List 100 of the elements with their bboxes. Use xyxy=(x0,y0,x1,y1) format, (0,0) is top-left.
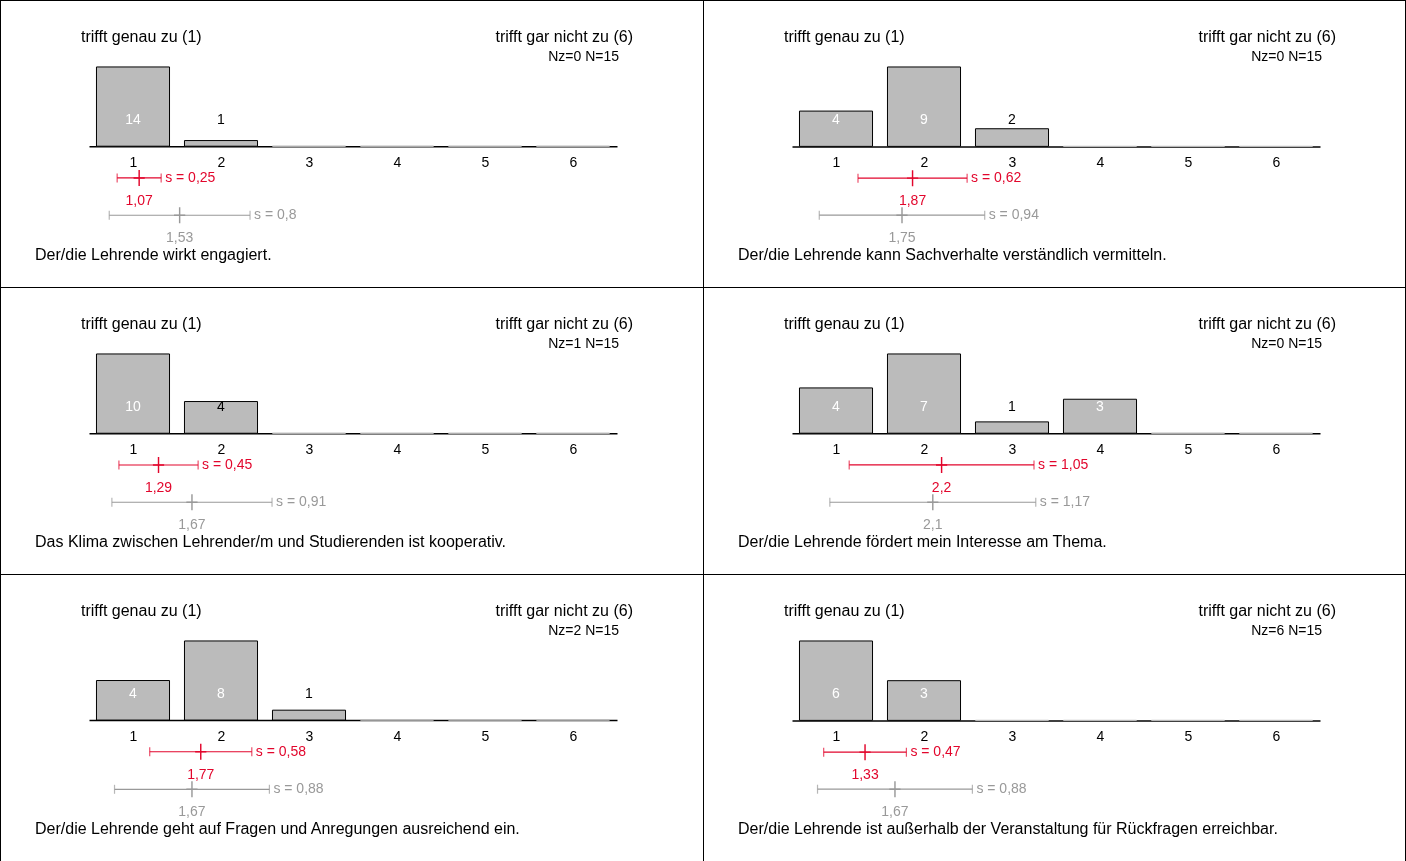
x-tick-label: 2 xyxy=(920,153,929,170)
annotation: s = 1,17 xyxy=(1039,493,1091,510)
x-tick-label: 3 xyxy=(305,440,314,457)
annotation: s = 0,94 xyxy=(988,206,1040,223)
x-tick-label: 6 xyxy=(569,153,578,170)
annotation: 1,53 xyxy=(166,229,194,246)
x-tick-label: 3 xyxy=(1008,727,1017,744)
x-tick-label: 2 xyxy=(920,727,929,744)
data-label: 3 xyxy=(920,685,929,702)
annotation: 1,33 xyxy=(851,766,879,783)
data-label: 4 xyxy=(832,398,841,415)
annotation: s = 0,91 xyxy=(276,493,327,510)
text: Nz=0 N=15 xyxy=(1251,48,1323,64)
text: Nz=0 N=15 xyxy=(548,48,620,64)
annotation: s = 0,45 xyxy=(202,455,253,472)
annotation: 1,75 xyxy=(888,229,916,246)
annotation: 1,07 xyxy=(125,191,153,208)
text: trifft genau zu (1) xyxy=(81,602,202,619)
x-tick-label: 5 xyxy=(481,153,490,170)
x-tick-label: 5 xyxy=(1184,153,1193,170)
data-label: 4 xyxy=(129,685,138,702)
annotation: s = 0,25 xyxy=(165,168,216,185)
x-tick-label: 4 xyxy=(1096,440,1105,457)
x-tick-label: 5 xyxy=(481,440,490,457)
x-tick-label: 6 xyxy=(1272,727,1281,744)
text: trifft genau zu (1) xyxy=(81,315,202,332)
text: trifft genau zu (1) xyxy=(784,602,905,619)
data-label: 3 xyxy=(1096,398,1105,415)
data-label: 4 xyxy=(832,111,841,128)
annotation: s = 0,88 xyxy=(976,780,1027,797)
text: trifft gar nicht zu (6) xyxy=(1198,602,1336,619)
annotation: 2,2 xyxy=(931,478,952,495)
data-label: 1 xyxy=(305,685,314,702)
text: trifft gar nicht zu (6) xyxy=(1198,315,1336,332)
text: Nz=1 N=15 xyxy=(548,335,620,351)
text: trifft gar nicht zu (6) xyxy=(495,602,633,619)
annotation: 1,29 xyxy=(144,478,173,495)
x-tick-label: 1 xyxy=(129,727,138,744)
text: trifft gar nicht zu (6) xyxy=(495,315,633,332)
annotation: s = 0,88 xyxy=(273,780,324,797)
x-tick-label: 1 xyxy=(832,727,841,744)
annotation: 1,87 xyxy=(898,192,927,209)
x-tick-label: 5 xyxy=(1184,727,1193,744)
annotation: s = 0,47 xyxy=(910,743,961,760)
data-label: 7 xyxy=(920,398,929,415)
x-tick-label: 1 xyxy=(129,153,138,170)
x-tick-label: 3 xyxy=(1008,440,1017,457)
x-tick-label: 5 xyxy=(481,727,490,744)
x-tick-label: 2 xyxy=(217,727,226,744)
annotation: 1,67 xyxy=(178,516,206,533)
x-tick-label: 3 xyxy=(1008,153,1017,170)
annotation: 1,67 xyxy=(881,803,909,820)
text: Nz=0 N=15 xyxy=(1251,335,1323,351)
x-tick-label: 4 xyxy=(1096,153,1105,170)
annotation: 1,67 xyxy=(178,803,206,820)
x-tick-label: 4 xyxy=(393,153,402,170)
text: trifft genau zu (1) xyxy=(784,315,905,332)
text: Der/die Lehrende geht auf Fragen und Anregungen ausreichend ein. xyxy=(35,820,520,838)
x-tick-label: 2 xyxy=(920,440,929,457)
x-tick-label: 6 xyxy=(569,440,578,457)
x-tick-label: 6 xyxy=(569,727,578,744)
text: Der/die Lehrende kann Sachverhalte verständlich vermitteln. xyxy=(738,246,1167,264)
annotation: s = 0,62 xyxy=(971,169,1022,186)
data-label: 10 xyxy=(125,398,141,415)
text: Der/die Lehrende wirkt engagiert. xyxy=(35,246,272,264)
x-tick-label: 1 xyxy=(129,440,138,457)
x-tick-label: 2 xyxy=(217,440,226,457)
data-label: 4 xyxy=(217,398,226,415)
text: Nz=2 N=15 xyxy=(548,622,620,638)
x-tick-label: 4 xyxy=(393,440,402,457)
text: trifft genau zu (1) xyxy=(81,28,202,45)
text: trifft genau zu (1) xyxy=(784,28,905,45)
text: Nz=6 N=15 xyxy=(1251,622,1323,638)
annotation: 1,77 xyxy=(187,765,215,782)
x-tick-label: 4 xyxy=(1096,727,1105,744)
text: trifft gar nicht zu (6) xyxy=(495,28,633,45)
text: Das Klima zwischen Lehrender/m und Studierenden ist kooperativ. xyxy=(35,533,507,551)
data-label: 14 xyxy=(125,111,141,128)
annotation: s = 0,58 xyxy=(255,742,307,759)
data-label: 1 xyxy=(1008,398,1017,415)
annotation: s = 0,8 xyxy=(254,206,297,223)
x-tick-label: 3 xyxy=(305,727,314,744)
data-label: 2 xyxy=(1008,111,1017,128)
data-label: 1 xyxy=(217,111,226,128)
x-tick-label: 3 xyxy=(305,153,314,170)
text: trifft gar nicht zu (6) xyxy=(1198,28,1336,45)
annotation: s = 1,05 xyxy=(1038,455,1089,472)
data-label: 9 xyxy=(920,111,929,128)
x-tick-label: 6 xyxy=(1272,440,1281,457)
x-tick-label: 4 xyxy=(393,727,402,744)
text: Der/die Lehrende fördert mein Interesse am Thema. xyxy=(738,533,1107,551)
data-label: 8 xyxy=(217,685,226,702)
annotation: 2,1 xyxy=(923,516,943,533)
x-tick-label: 2 xyxy=(217,153,226,170)
data-label: 6 xyxy=(832,685,841,702)
x-tick-label: 1 xyxy=(832,153,841,170)
x-tick-label: 5 xyxy=(1184,440,1193,457)
x-tick-label: 6 xyxy=(1272,153,1281,170)
x-tick-label: 1 xyxy=(832,440,841,457)
text: Der/die Lehrende ist außerhalb der Veranstaltung für Rückfragen erreichbar. xyxy=(738,820,1278,838)
